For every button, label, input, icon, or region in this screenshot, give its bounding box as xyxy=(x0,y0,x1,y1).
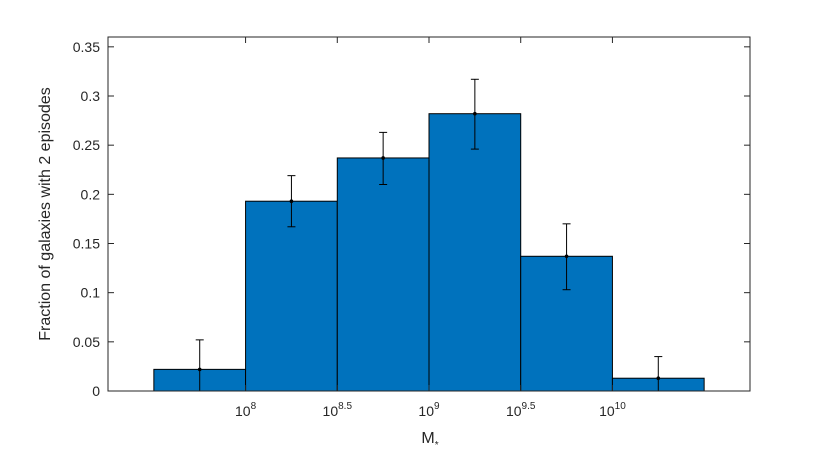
x-tick-exponent-4: 10 xyxy=(615,401,627,412)
data-point-2 xyxy=(381,156,385,160)
y-tick-label-2: 0.1 xyxy=(81,285,101,301)
x-tick-exponent-2: 9 xyxy=(434,401,440,412)
bar-3 xyxy=(428,113,522,392)
y-tick-label-1: 0.05 xyxy=(73,334,100,350)
data-point-0 xyxy=(197,367,202,372)
x-tick-label-2: 109 xyxy=(418,401,440,419)
y-tick-label-7: 0.35 xyxy=(73,39,100,55)
y-tick-label-0: 0 xyxy=(92,383,100,399)
x-tick-label-0: 108 xyxy=(235,401,257,419)
y-axis-ticks: 0 0.05 0.1 0.15 0.2 0.25 0.3 0.35 xyxy=(73,39,750,399)
x-tick-label-3: 109.5 xyxy=(506,401,536,419)
x-axis-label-subscript: * xyxy=(435,440,439,451)
data-point-1 xyxy=(289,199,294,204)
x-axis-ticks: 108 108.5 109 109.5 1010 xyxy=(235,37,626,419)
y-axis-label: Fraction of galaxies with 2 episodes xyxy=(37,87,54,340)
y-tick-label-4: 0.2 xyxy=(81,186,101,202)
x-tick-label-1: 108.5 xyxy=(323,401,353,419)
errorbars-group xyxy=(195,78,663,391)
data-point-5 xyxy=(656,376,661,381)
y-tick-label-6: 0.3 xyxy=(81,88,101,104)
x-tick-exponent-0: 8 xyxy=(251,401,257,412)
bar-1 xyxy=(245,200,338,392)
x-axis-label: M* xyxy=(421,430,438,451)
x-tick-exponent-3: 9.5 xyxy=(522,401,536,412)
data-point-3 xyxy=(473,111,477,116)
y-tick-label-5: 0.25 xyxy=(73,137,100,153)
bar-2 xyxy=(336,157,430,392)
x-tick-label-4: 1010 xyxy=(599,401,626,419)
y-tick-label-3: 0.15 xyxy=(73,236,100,252)
x-tick-exponent-1: 8.5 xyxy=(338,401,352,412)
data-point-4 xyxy=(564,254,569,259)
